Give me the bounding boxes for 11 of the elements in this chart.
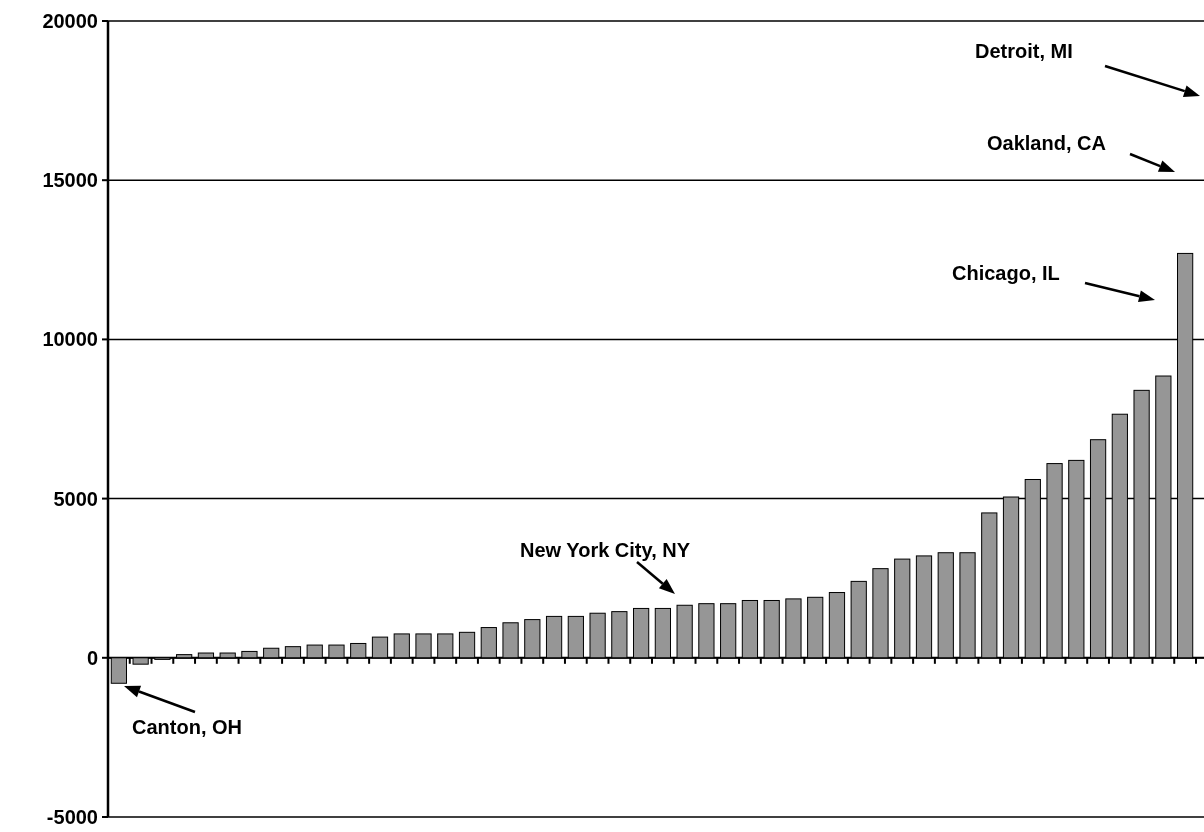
y-tick-label: 5000 bbox=[53, 487, 98, 510]
y-tick-label: -5000 bbox=[46, 806, 98, 828]
annotation: Oakland, CA bbox=[987, 132, 1106, 154]
annotation: New York City, NY bbox=[520, 539, 691, 561]
y-tick-label: 0 bbox=[86, 646, 98, 669]
annotation: Chicago, IL bbox=[952, 262, 1060, 284]
y-tick-label: 10000 bbox=[42, 328, 98, 351]
annotation: Canton, OH bbox=[132, 716, 242, 738]
y-tick-label: 20000 bbox=[42, 10, 98, 32]
annotation: Detroit, MI bbox=[975, 40, 1073, 62]
y-tick-label: 15000 bbox=[42, 169, 98, 192]
